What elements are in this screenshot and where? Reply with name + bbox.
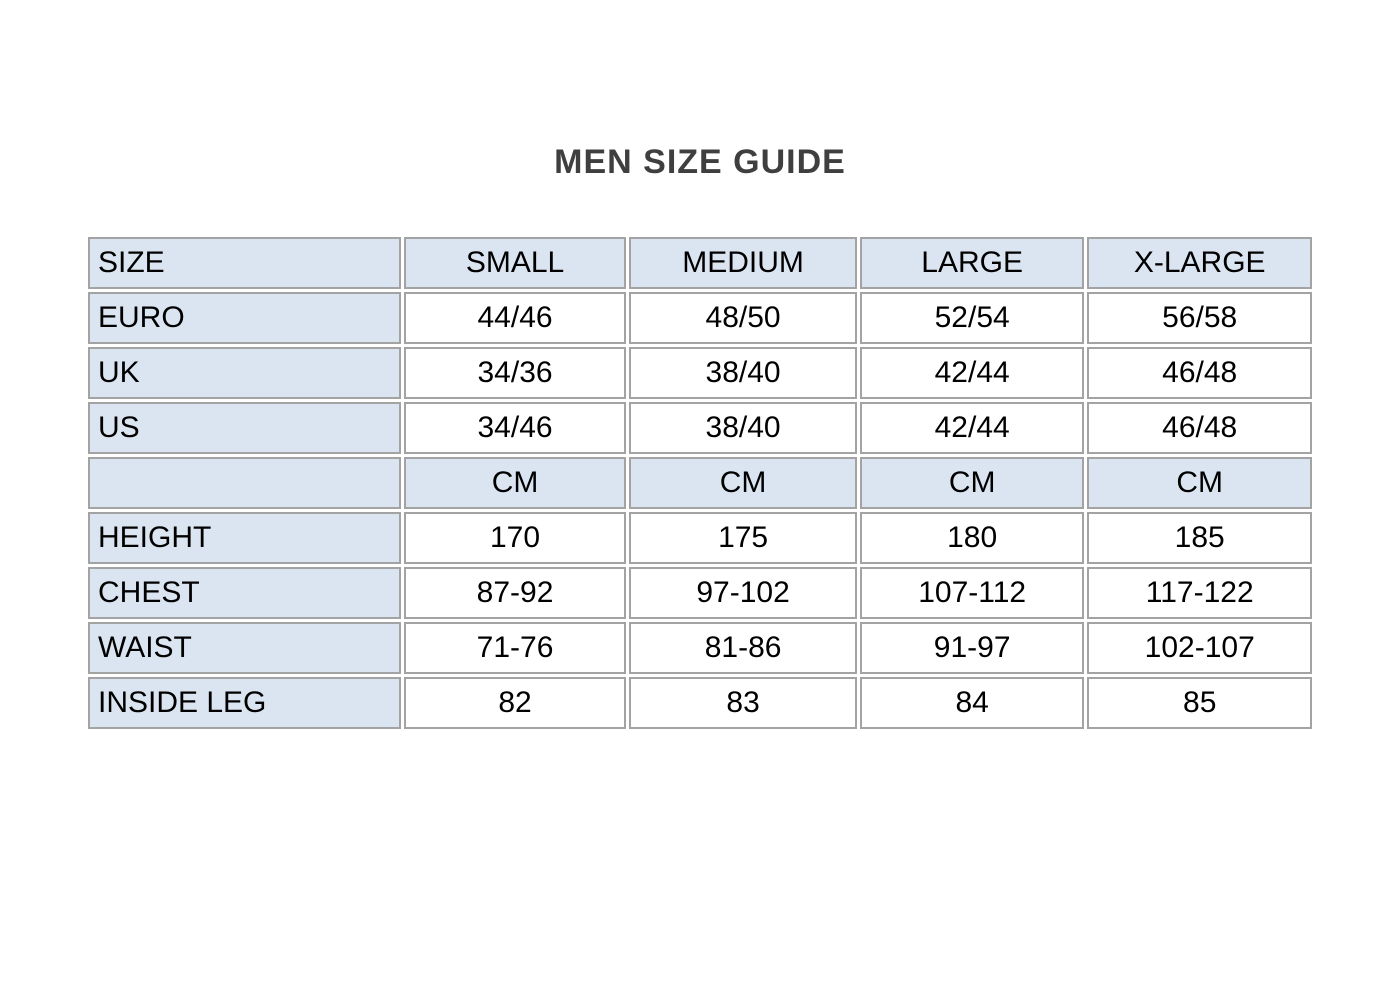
- data-cell: 85: [1087, 677, 1312, 729]
- data-cell: 48/50: [629, 292, 857, 344]
- row-label: [88, 457, 401, 509]
- row-label: HEIGHT: [88, 512, 401, 564]
- data-cell: 52/54: [859, 292, 1085, 344]
- unit-cell: CM: [629, 457, 857, 509]
- data-cell: 44/46: [403, 292, 627, 344]
- unit-cell: CM: [859, 457, 1085, 509]
- header-cell-x-large: X-LARGE: [1087, 237, 1312, 289]
- data-cell: 46/48: [1087, 347, 1312, 399]
- unit-cell: CM: [1087, 457, 1312, 509]
- data-cell: 170: [403, 512, 627, 564]
- data-cell: 117-122: [1087, 567, 1312, 619]
- data-cell: 82: [403, 677, 627, 729]
- data-cell: 38/40: [629, 402, 857, 454]
- data-cell: 38/40: [629, 347, 857, 399]
- size-table-body: EURO 44/46 48/50 52/54 56/58 UK 34/36 38/40 42/4…: [88, 292, 1312, 729]
- table-row: UK 34/36 38/40 42/44 46/48: [88, 347, 1312, 399]
- table-row: EURO 44/46 48/50 52/54 56/58: [88, 292, 1312, 344]
- data-cell: 81-86: [629, 622, 857, 674]
- table-row: CM CM CM CM: [88, 457, 1312, 509]
- row-label: US: [88, 402, 401, 454]
- data-cell: 42/44: [859, 347, 1085, 399]
- row-label: CHEST: [88, 567, 401, 619]
- data-cell: 102-107: [1087, 622, 1312, 674]
- data-cell: 185: [1087, 512, 1312, 564]
- data-cell: 87-92: [403, 567, 627, 619]
- size-guide-table: SIZE SMALL MEDIUM LARGE X-LARGE EURO 44/46 48/…: [85, 234, 1315, 732]
- data-cell: 71-76: [403, 622, 627, 674]
- data-cell: 34/46: [403, 402, 627, 454]
- data-cell: 42/44: [859, 402, 1085, 454]
- page-title: MEN SIZE GUIDE: [554, 143, 846, 181]
- data-cell: 34/36: [403, 347, 627, 399]
- row-label: INSIDE LEG: [88, 677, 401, 729]
- table-row: CHEST 87-92 97-102 107-112 117-122: [88, 567, 1312, 619]
- data-cell: 180: [859, 512, 1085, 564]
- row-label: UK: [88, 347, 401, 399]
- header-cell-large: LARGE: [859, 237, 1085, 289]
- row-label: WAIST: [88, 622, 401, 674]
- data-cell: 91-97: [859, 622, 1085, 674]
- header-cell-small: SMALL: [403, 237, 627, 289]
- size-table-header-row: SIZE SMALL MEDIUM LARGE X-LARGE: [88, 237, 1312, 289]
- data-cell: 83: [629, 677, 857, 729]
- table-row: HEIGHT 170 175 180 185: [88, 512, 1312, 564]
- table-row: US 34/46 38/40 42/44 46/48: [88, 402, 1312, 454]
- data-cell: 46/48: [1087, 402, 1312, 454]
- data-cell: 175: [629, 512, 857, 564]
- row-label: EURO: [88, 292, 401, 344]
- data-cell: 84: [859, 677, 1085, 729]
- table-row: WAIST 71-76 81-86 91-97 102-107: [88, 622, 1312, 674]
- data-cell: 56/58: [1087, 292, 1312, 344]
- data-cell: 97-102: [629, 567, 857, 619]
- header-cell-medium: MEDIUM: [629, 237, 857, 289]
- header-cell-size: SIZE: [88, 237, 401, 289]
- data-cell: 107-112: [859, 567, 1085, 619]
- unit-cell: CM: [403, 457, 627, 509]
- table-row: INSIDE LEG 82 83 84 85: [88, 677, 1312, 729]
